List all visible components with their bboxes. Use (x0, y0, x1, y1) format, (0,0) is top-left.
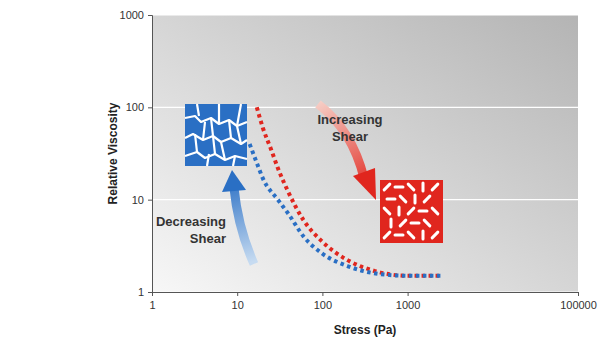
x-tick: 100000 (560, 292, 597, 311)
icon-crack (219, 104, 241, 160)
x-tick-mark (578, 292, 579, 296)
y-tick-label: 1000 (120, 9, 144, 21)
x-tick: 10 (232, 292, 244, 311)
icon-particle (424, 220, 430, 226)
annotations: IncreasingShear DecreasingShear (156, 112, 383, 246)
icon-particle (411, 222, 419, 225)
y-axis-line (148, 16, 153, 293)
icon-particle (400, 196, 406, 202)
icon-particle (432, 208, 438, 214)
icon-particle (398, 207, 401, 215)
series-line (250, 144, 442, 276)
series-line (257, 107, 442, 275)
y-tick-mark (148, 107, 152, 108)
icon-particle (419, 210, 427, 213)
x-tick: 1 (149, 292, 155, 311)
y-tick: 10 (132, 194, 152, 206)
arrow-shaft (234, 188, 254, 264)
y-axis: 1 10 100 1000 (120, 9, 153, 298)
plot-area (250, 107, 442, 275)
x-tick-label: 1000 (396, 299, 420, 311)
x-tick-label: 100000 (560, 299, 597, 311)
annotation: DecreasingShear (156, 214, 226, 246)
x-tick-mark (237, 292, 238, 296)
y-axis-title: Relative Viscosity (106, 102, 120, 204)
icon-particle (432, 184, 438, 190)
icon-box (185, 104, 247, 166)
x-tick-mark (408, 292, 409, 296)
dispersed-icon (380, 180, 443, 243)
y-tick-mark (148, 200, 152, 201)
icon-particle (424, 196, 430, 202)
icon-particle (384, 184, 390, 190)
x-tick-label: 1 (149, 299, 155, 311)
x-tick-label: 100 (314, 299, 332, 311)
chart-svg: 1 10 100 1000 100000 1 10 100 1000 Stress (Pa) Rel… (0, 0, 615, 350)
x-axis-line (153, 293, 579, 297)
x-tick: 1000 (396, 292, 420, 311)
icon-particle (408, 208, 414, 214)
plot-background (152, 15, 578, 292)
icon-particle (400, 220, 406, 226)
icon-particle (395, 234, 403, 237)
y-tick: 1000 (120, 9, 152, 21)
chart-container: 1 10 100 1000 100000 1 10 100 1000 Stress (Pa) Rel… (0, 0, 615, 350)
icon-particle (390, 219, 393, 227)
grid (152, 15, 578, 292)
icon-crack (195, 104, 213, 152)
grid-line (152, 199, 578, 200)
x-tick-mark (322, 292, 323, 296)
icon-particle (422, 183, 425, 191)
x-axis-title: Stress (Pa) (334, 323, 397, 337)
arrow-head (222, 170, 246, 192)
icon-particle (432, 232, 438, 238)
flocculated-icon (185, 104, 247, 166)
y-tick: 1 (138, 286, 152, 298)
y-tick-mark (148, 15, 152, 16)
icon-particle (414, 195, 417, 203)
arrows (222, 104, 376, 264)
x-tick-label: 10 (232, 299, 244, 311)
icon-particle (395, 186, 403, 189)
icon-particle (384, 208, 390, 214)
icon-particle (408, 184, 414, 190)
icon-particle (408, 232, 414, 238)
y-tick-mark (148, 292, 152, 293)
icon-particle (387, 198, 395, 201)
x-tick: 100 (314, 292, 332, 311)
icon-box (380, 180, 443, 243)
x-axis: 1 10 100 1000 100000 (149, 292, 596, 311)
annotation: IncreasingShear (317, 112, 382, 144)
y-tick-label: 100 (126, 101, 144, 113)
y-tick-label: 10 (132, 194, 144, 206)
arrow-head (353, 168, 376, 200)
y-tick-label: 1 (138, 286, 144, 298)
grid-line (152, 14, 578, 15)
icon-particle (384, 232, 390, 238)
icon-particle (422, 231, 425, 239)
y-tick: 100 (126, 101, 152, 113)
icon-crack (207, 104, 241, 166)
